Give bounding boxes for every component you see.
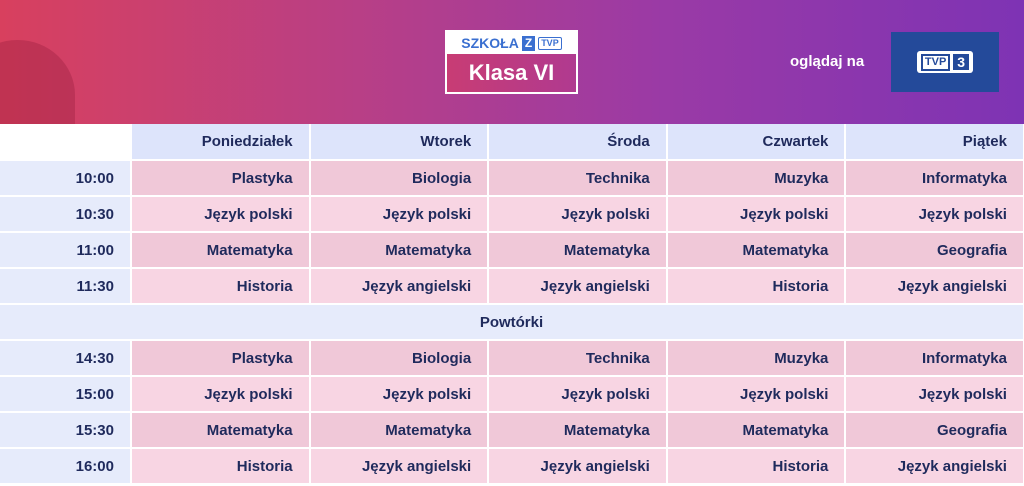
lesson-cell: Matematyka	[666, 232, 847, 269]
time-cell: 16:00	[0, 448, 132, 485]
lesson-cell: Plastyka	[131, 160, 311, 197]
table-row: 15:30 Matematyka Matematyka Matematyka M…	[0, 412, 1024, 449]
lesson-cell: Informatyka	[845, 340, 1024, 377]
schedule-table: Poniedziałek Wtorek Środa Czwartek Piąte…	[0, 124, 1024, 485]
lesson-cell: Technika	[488, 160, 668, 197]
separator-row: Powtórki	[0, 304, 1024, 341]
table-row: 16:00 Historia Język angielski Język ang…	[0, 448, 1024, 485]
lesson-cell: Plastyka	[131, 340, 311, 377]
table-row: 11:30 Historia Język angielski Język ang…	[0, 268, 1024, 305]
lesson-cell: Język polski	[309, 196, 490, 233]
lesson-cell: Język polski	[488, 376, 668, 413]
day-header: Wtorek	[309, 124, 490, 161]
tvp3-logo-number: 3	[953, 54, 970, 70]
lesson-cell: Język polski	[309, 376, 490, 413]
table-row: 10:30 Język polski Język polski Język po…	[0, 196, 1024, 233]
lesson-cell: Muzyka	[666, 160, 847, 197]
time-cell: 15:00	[0, 376, 132, 413]
lesson-cell: Technika	[488, 340, 668, 377]
lesson-cell: Język angielski	[488, 448, 668, 485]
lesson-cell: Historia	[666, 268, 847, 305]
time-cell: 11:30	[0, 268, 132, 305]
tvp3-logo: TVP 3	[891, 32, 999, 92]
lesson-cell: Język angielski	[309, 448, 490, 485]
lesson-cell: Język angielski	[845, 448, 1024, 485]
time-cell: 15:30	[0, 412, 132, 449]
lesson-cell: Geografia	[845, 412, 1024, 449]
lesson-cell: Matematyka	[131, 232, 311, 269]
lesson-cell: Matematyka	[131, 412, 311, 449]
lesson-cell: Język angielski	[488, 268, 668, 305]
day-header: Środa	[488, 124, 668, 161]
lesson-cell: Biologia	[309, 340, 490, 377]
table-row: 10:00 Plastyka Biologia Technika Muzyka …	[0, 160, 1024, 197]
separator-label: Powtórki	[0, 304, 1024, 341]
lesson-cell: Matematyka	[309, 412, 490, 449]
tvp3-logo-tvp: TVP	[920, 53, 951, 71]
lesson-cell: Język polski	[845, 196, 1024, 233]
corner-cell	[0, 124, 132, 161]
lesson-cell: Język polski	[845, 376, 1024, 413]
lesson-cell: Historia	[666, 448, 847, 485]
day-header: Czwartek	[666, 124, 847, 161]
lesson-cell: Historia	[131, 268, 311, 305]
time-cell: 10:00	[0, 160, 132, 197]
logo-z-text: Z	[521, 35, 536, 51]
lesson-cell: Biologia	[309, 160, 490, 197]
table-row: 14:30 Plastyka Biologia Technika Muzyka …	[0, 340, 1024, 377]
watch-label: oglądaj na	[790, 53, 865, 70]
decorative-blob	[0, 40, 75, 124]
time-cell: 11:00	[0, 232, 132, 269]
logo-tvp-text: TVP	[538, 36, 562, 50]
lesson-cell: Muzyka	[666, 340, 847, 377]
tvp3-logo-inner: TVP 3	[916, 51, 974, 73]
lesson-cell: Informatyka	[845, 160, 1024, 197]
logo-top-row: SZKOŁA Z TVP	[447, 32, 576, 54]
lesson-cell: Historia	[131, 448, 311, 485]
lesson-cell: Matematyka	[488, 412, 668, 449]
lesson-cell: Język polski	[131, 196, 311, 233]
lesson-cell: Język polski	[131, 376, 311, 413]
time-cell: 14:30	[0, 340, 132, 377]
lesson-cell: Język angielski	[845, 268, 1024, 305]
lesson-cell: Język polski	[666, 196, 847, 233]
lesson-cell: Matematyka	[309, 232, 490, 269]
lesson-cell: Język angielski	[309, 268, 490, 305]
table-row: 11:00 Matematyka Matematyka Matematyka M…	[0, 232, 1024, 269]
lesson-cell: Matematyka	[666, 412, 847, 449]
lesson-cell: Język polski	[488, 196, 668, 233]
header-row: Poniedziałek Wtorek Środa Czwartek Piąte…	[0, 124, 1024, 161]
day-header: Poniedziałek	[131, 124, 311, 161]
lesson-cell: Język polski	[666, 376, 847, 413]
table-row: 15:00 Język polski Język polski Język po…	[0, 376, 1024, 413]
class-title: Klasa VI	[447, 54, 576, 92]
time-cell: 10:30	[0, 196, 132, 233]
logo-szkola-text: SZKOŁA	[461, 35, 519, 51]
lesson-cell: Matematyka	[488, 232, 668, 269]
szkola-z-tvp-logo: SZKOŁA Z TVP Klasa VI	[445, 30, 578, 94]
lesson-cell: Geografia	[845, 232, 1024, 269]
day-header: Piątek	[845, 124, 1024, 161]
